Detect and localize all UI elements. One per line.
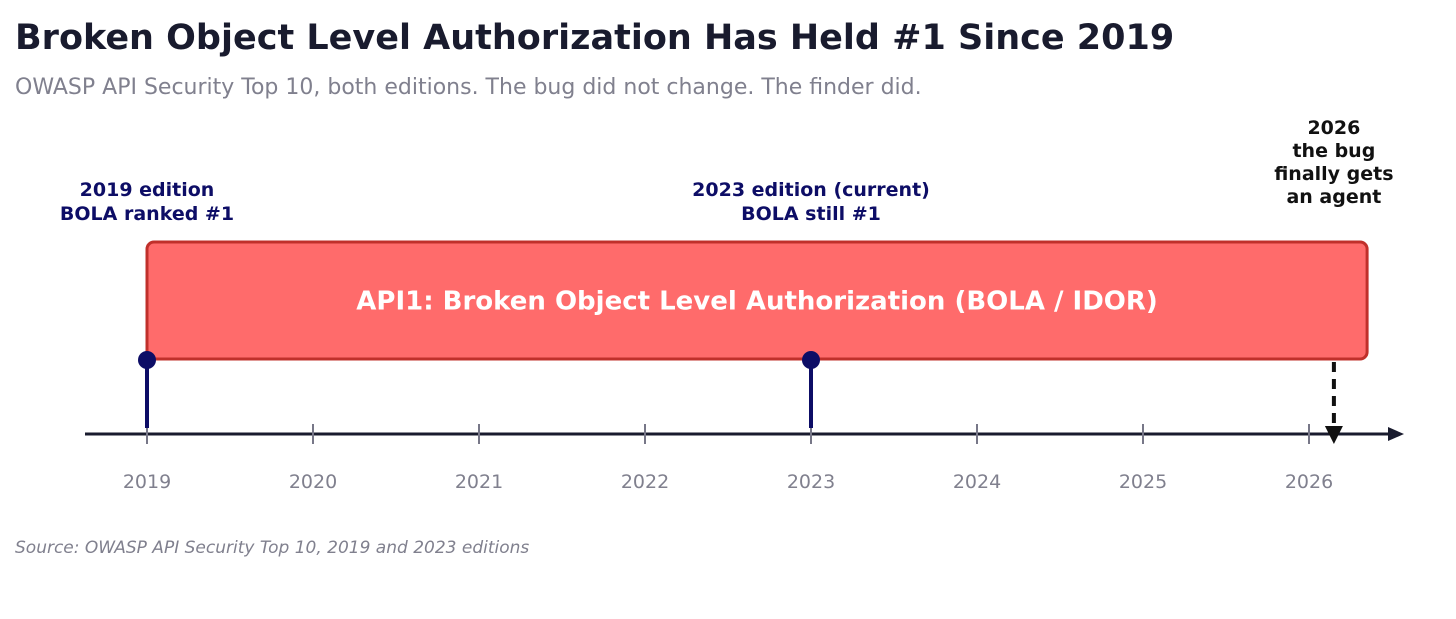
span-bar xyxy=(145,240,1369,361)
tick-label: 2023 xyxy=(787,471,835,493)
tick-label: 2025 xyxy=(1119,471,1167,493)
tick-label: 2024 xyxy=(953,471,1001,493)
edition-milestones: 2019 edition BOLA ranked #1 2023 edition (… xyxy=(60,179,930,428)
milestone-dot xyxy=(802,351,820,369)
future-marker: 2026 the bug finally gets an agent xyxy=(1274,117,1394,444)
bola-span: API1: Broken Object Level Authorization … xyxy=(145,240,1369,361)
milestone-label: 2019 edition BOLA ranked #1 xyxy=(60,179,234,225)
tick-label: 2021 xyxy=(455,471,503,493)
future-label: 2026 the bug finally gets an agent xyxy=(1274,117,1393,208)
timeline-axis xyxy=(85,427,1404,441)
chart-subtitle: OWASP API Security Top 10, both editions… xyxy=(15,75,922,100)
tick-label: 2019 xyxy=(123,471,171,493)
source-note: Source: OWASP API Security Top 10, 2019 … xyxy=(15,538,529,558)
chart-title: Broken Object Level Authorization Has He… xyxy=(15,18,1174,58)
milestone-label: 2023 edition (current) BOLA still #1 xyxy=(692,179,930,225)
tick-label: 2020 xyxy=(289,471,337,493)
axis-arrowhead xyxy=(1388,427,1404,441)
span-label: API1: Broken Object Level Authorization … xyxy=(356,287,1158,317)
tick-label: 2022 xyxy=(621,471,669,493)
tick-label: 2026 xyxy=(1285,471,1333,493)
year-ticks: 2019 2020 2021 2022 2023 2024 2025 2026 xyxy=(123,424,1333,493)
future-arrowhead xyxy=(1324,426,1343,444)
milestone-dot xyxy=(138,351,156,369)
